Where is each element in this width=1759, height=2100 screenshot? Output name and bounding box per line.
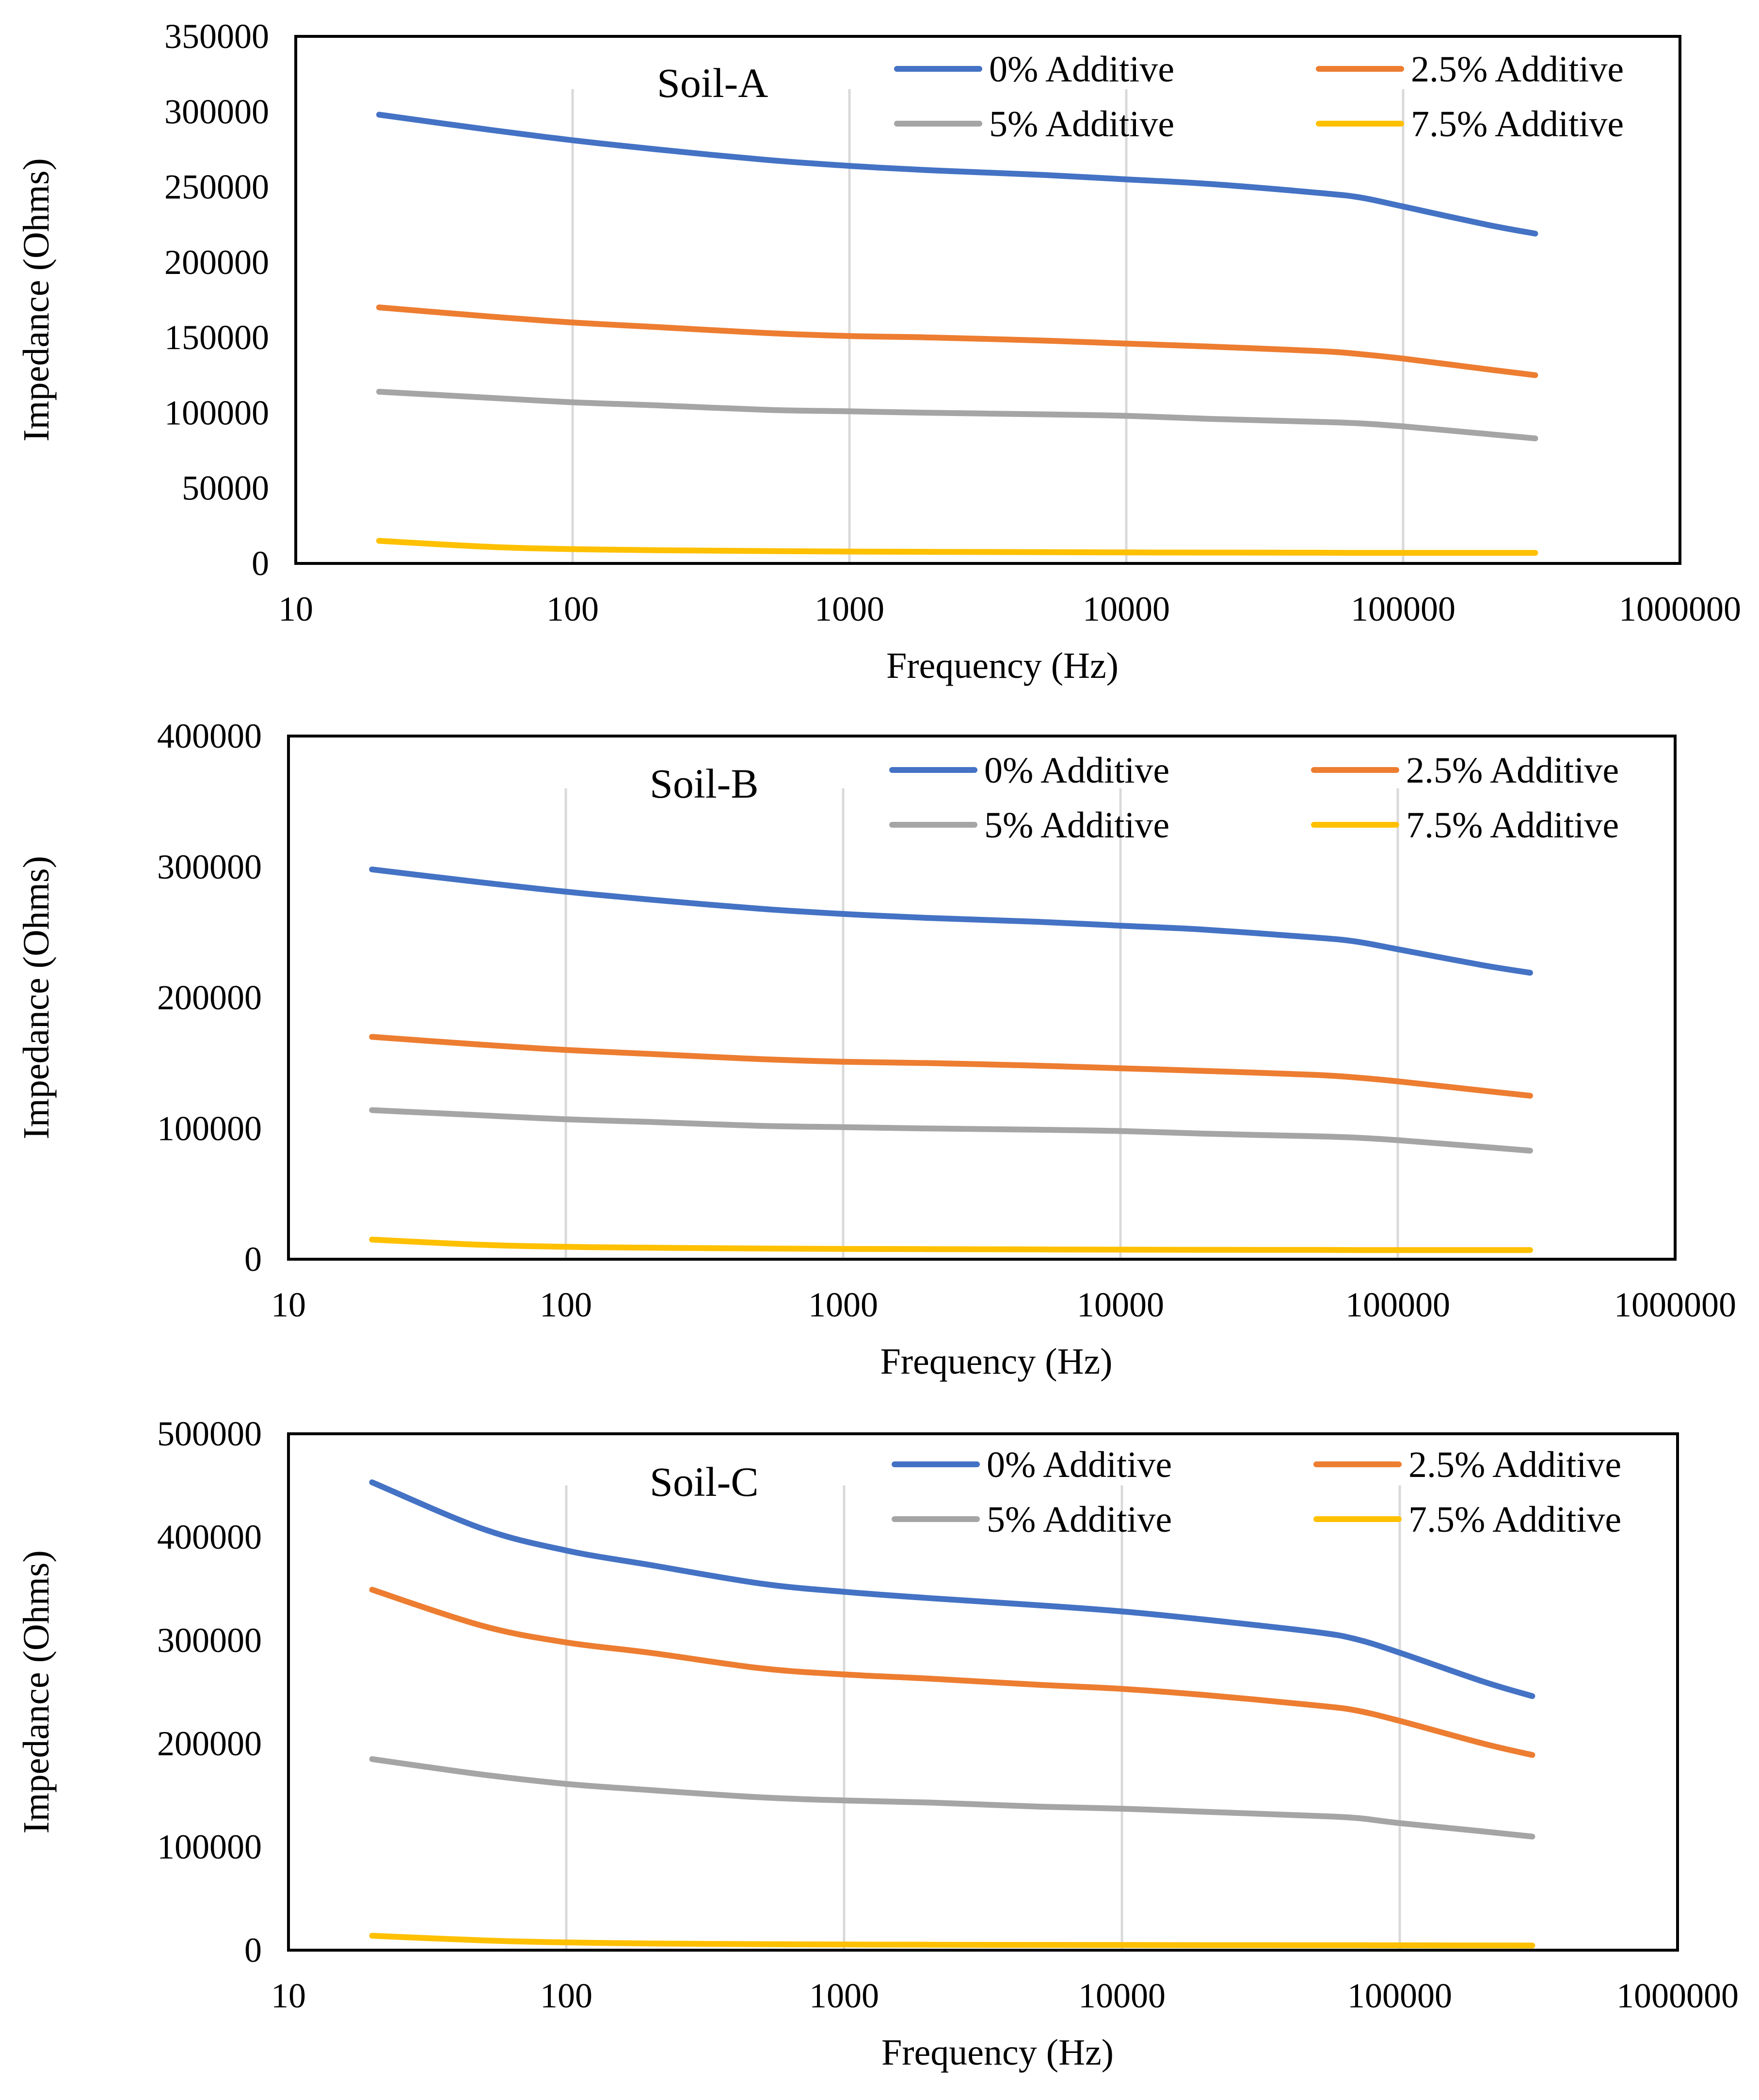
series-line-2 (369, 1587, 1535, 1758)
plot-frame (287, 735, 1677, 1261)
x-tick-label: 100000 (1345, 1285, 1450, 1324)
y-tick-label: 0 (244, 1931, 262, 1970)
series-line-2 (376, 305, 1538, 378)
y-tick-label: 250000 (164, 168, 269, 207)
x-tick-label: 1000000 (1616, 1976, 1739, 2015)
y-tick-label: 150000 (164, 318, 269, 357)
x-tick-label: 100 (540, 1976, 592, 2015)
series-line-3 (376, 388, 1538, 442)
y-tick-label: 100000 (164, 393, 269, 432)
x-tick-label: 100000 (1347, 1976, 1452, 2015)
series-line-4 (369, 1933, 1535, 1949)
legend-label-3: 5% Additive (989, 104, 1174, 144)
y-tick-label: 50000 (182, 469, 269, 508)
legend-label-2: 2.5% Additive (1411, 49, 1624, 90)
y-axis-title: Impedance (Ohms) (16, 158, 57, 442)
x-tick-label: 100 (540, 1285, 592, 1324)
y-tick-label: 500000 (157, 1414, 262, 1453)
x-tick-label: 10 (278, 590, 313, 628)
legend-label-4: 7.5% Additive (1406, 805, 1619, 846)
x-tick-label: 1000 (809, 1976, 879, 2015)
y-tick-label: 400000 (157, 1518, 262, 1556)
y-tick-label: 0 (244, 1240, 262, 1279)
legend-label-2: 2.5% Additive (1406, 750, 1619, 791)
y-tick-label: 300000 (157, 848, 262, 886)
series-line-1 (369, 1479, 1535, 1699)
x-tick-label: 10 (271, 1976, 306, 2015)
x-tick-label: 1000 (815, 590, 884, 628)
y-axis-title: Impedance (Ohms) (16, 856, 57, 1139)
x-tick-label: 1000000 (1614, 1285, 1736, 1324)
y-tick-label: 100000 (157, 1109, 262, 1148)
chart-panel-3: 0 100000 200000 300000 400000 500000 10 100 1000… (16, 1414, 1739, 2073)
legend-label-1: 0% Additive (987, 1444, 1172, 1485)
legend-label-1: 0% Additive (984, 750, 1169, 791)
plot-frame (294, 35, 1681, 565)
y-tick-label: 200000 (157, 978, 262, 1017)
plot-frame (287, 1432, 1679, 1952)
y-axis-title: Impedance (Ohms) (16, 1550, 57, 1834)
x-tick-label: 10000 (1077, 1285, 1164, 1324)
chart-panel-1: 0 50000 100000 150000 200000 250000 300000 3500… (16, 17, 1741, 686)
x-tick-label: 10000 (1078, 1976, 1166, 2015)
legend-label-3: 5% Additive (984, 805, 1169, 846)
y-tick-label: 100000 (157, 1827, 262, 1866)
y-tick-label: 200000 (164, 243, 269, 282)
series-line-4 (369, 1236, 1533, 1253)
legend-label-4: 7.5% Additive (1411, 104, 1624, 144)
series-line-3 (369, 1756, 1535, 1840)
legend-label-2: 2.5% Additive (1408, 1444, 1621, 1485)
y-tick-label: 300000 (164, 92, 269, 131)
x-tick-label: 100 (546, 590, 599, 628)
y-tick-label: 400000 (157, 717, 262, 755)
y-tick-label: 0 (252, 544, 269, 583)
legend-label-3: 5% Additive (987, 1499, 1172, 1540)
series-line-3 (369, 1107, 1533, 1154)
x-tick-label: 100000 (1351, 590, 1455, 628)
x-tick-label: 10 (271, 1285, 306, 1324)
series-line-4 (376, 538, 1538, 556)
x-axis-title: Frequency (Hz) (880, 1341, 1112, 1382)
x-axis-title: Frequency (Hz) (881, 2032, 1114, 2073)
chart-panel-2: 0 100000 200000 300000 400000 10 100 1000 10000 1… (16, 717, 1736, 1382)
legend-label-4: 7.5% Additive (1408, 1499, 1621, 1540)
panel-title: Soil-A (657, 60, 768, 106)
x-tick-label: 10000 (1083, 590, 1170, 628)
y-tick-label: 200000 (157, 1724, 262, 1763)
series-line-1 (369, 866, 1533, 976)
panel-title: Soil-C (650, 1459, 759, 1505)
y-tick-label: 300000 (157, 1621, 262, 1660)
x-axis-title: Frequency (Hz) (886, 645, 1119, 686)
x-tick-label: 1000000 (1619, 590, 1741, 628)
series-line-2 (369, 1034, 1533, 1099)
series-line-1 (376, 112, 1538, 237)
x-tick-label: 1000 (808, 1285, 878, 1324)
y-tick-label: 350000 (164, 17, 269, 56)
panel-title: Soil-B (650, 760, 759, 807)
legend-label-1: 0% Additive (989, 49, 1174, 90)
